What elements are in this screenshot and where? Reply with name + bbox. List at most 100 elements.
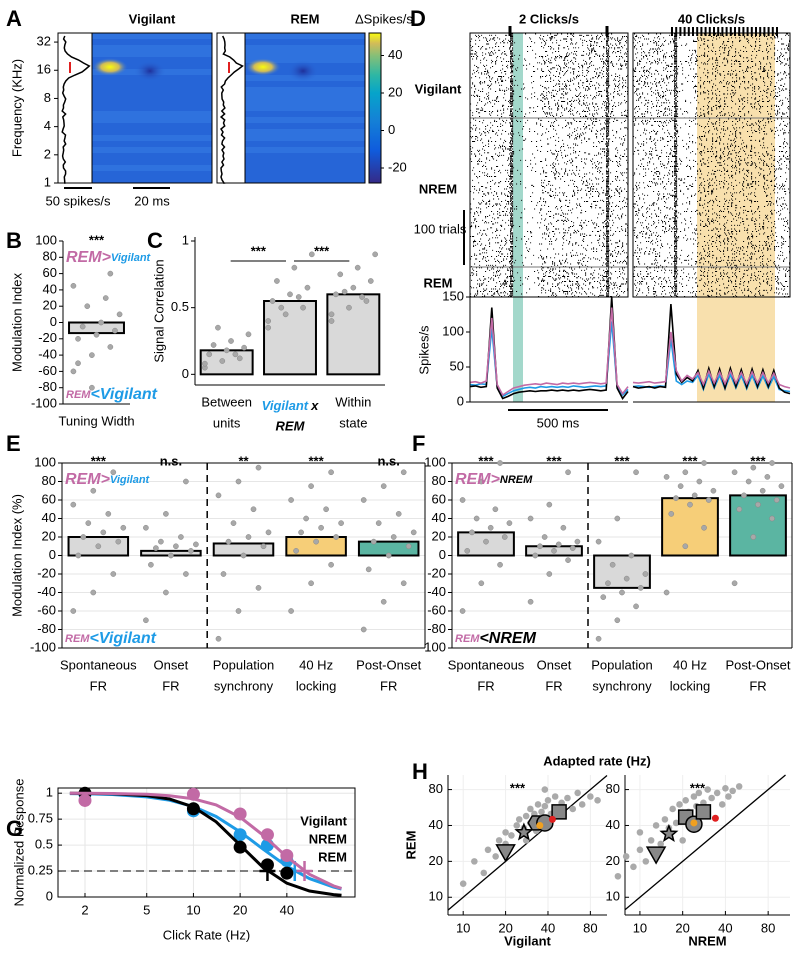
y-tick-label: 20 — [42, 528, 56, 543]
y-tick-label: 0 — [457, 393, 464, 408]
y-tick-label: -40 — [38, 347, 57, 362]
data-point — [633, 470, 638, 475]
y-tick-label: 100 — [35, 232, 57, 247]
data-point — [101, 530, 106, 535]
significance: *** — [91, 453, 107, 468]
data-point — [207, 352, 212, 357]
data-point — [91, 590, 96, 595]
annotation-part: REM — [65, 633, 90, 645]
summary-marker — [549, 816, 556, 823]
data-point — [537, 544, 542, 549]
data-point — [633, 604, 638, 609]
y-tick-label: -40 — [37, 584, 56, 599]
bar — [264, 301, 316, 374]
data-point — [274, 278, 279, 283]
data-point — [355, 265, 360, 270]
data-point — [615, 618, 620, 623]
heatmap-row — [92, 33, 212, 39]
heatmap-hot — [245, 58, 281, 76]
heatmap-row — [92, 99, 212, 105]
heatmap-row — [92, 165, 212, 171]
heatmap-hot — [92, 58, 128, 76]
significance: *** — [682, 453, 698, 468]
data-point — [96, 544, 101, 549]
y-tick-label: 0.5 — [171, 299, 189, 314]
annotation-part: Vigilant — [110, 474, 151, 486]
x-tick-label: 20 — [233, 902, 247, 917]
x-tick-label: Between — [201, 394, 252, 409]
data-point — [565, 470, 570, 475]
data-point — [280, 849, 293, 862]
x-tick-label: FR — [545, 678, 562, 693]
data-point — [256, 585, 261, 590]
heatmap-row — [92, 51, 212, 57]
y-tick-label: 2 — [44, 146, 51, 161]
heatmap-cold — [287, 60, 319, 82]
data-point — [346, 305, 351, 310]
y-tick-label: 4 — [44, 118, 51, 133]
x-tick-label: Post-Onset — [356, 657, 421, 672]
y-tick-label: 0.75 — [28, 811, 53, 826]
y-tick-label: 0 — [182, 366, 189, 381]
data-point — [615, 873, 622, 880]
data-point — [221, 571, 226, 576]
state-label: Vigilant — [415, 81, 462, 96]
data-point — [86, 521, 91, 526]
data-point — [111, 571, 116, 576]
axis-label: NREM — [688, 933, 726, 948]
heatmap-row — [92, 93, 212, 99]
y-tick-label: 40 — [42, 510, 56, 525]
x-tick-label: 40 Hz — [299, 657, 333, 672]
data-point — [673, 496, 678, 501]
data-point — [736, 783, 743, 790]
data-point — [80, 324, 85, 329]
y-tick-label: -40 — [427, 584, 446, 599]
data-point — [615, 516, 620, 521]
summary-marker — [661, 826, 676, 841]
data-point — [391, 534, 396, 539]
x-tick-label: 10 — [456, 920, 470, 935]
data-point — [638, 585, 643, 590]
annotation-part: REM — [65, 471, 101, 488]
data-point — [669, 806, 676, 813]
data-point — [163, 511, 168, 516]
significance: *** — [478, 453, 494, 468]
data-point — [737, 507, 742, 512]
data-point — [386, 553, 391, 558]
x-tick-label: synchrony — [592, 678, 652, 693]
data-point — [242, 345, 247, 350]
x-tick-label: 40 Hz — [673, 657, 707, 672]
x-tick-label: FR — [162, 678, 179, 693]
data-point — [679, 837, 686, 844]
data-point — [492, 853, 499, 860]
heatmap-row — [92, 147, 212, 153]
heatmap-row — [245, 93, 365, 99]
data-point — [71, 502, 76, 507]
heatmap-row — [245, 141, 365, 147]
data-point — [594, 797, 601, 804]
x-tick-label: FR — [380, 678, 397, 693]
heatmap-title: REM — [291, 11, 320, 26]
data-point — [89, 353, 94, 358]
y-tick-label: 100 — [442, 323, 464, 338]
data-point — [637, 829, 644, 836]
heatmap-row — [92, 153, 212, 159]
data-point — [523, 813, 530, 820]
data-point — [760, 488, 765, 493]
data-point — [236, 479, 241, 484]
heatmap-row — [92, 87, 212, 93]
colorbar-tick-label: -20 — [388, 159, 407, 174]
heatmap-row — [245, 51, 365, 57]
data-point — [103, 295, 108, 300]
panel-label: H — [412, 759, 428, 784]
data-point — [552, 793, 559, 800]
data-point — [678, 484, 683, 489]
annotation-part: > — [102, 249, 111, 266]
y-tick-label: 0 — [50, 314, 57, 329]
heatmap-title: Vigilant — [129, 11, 176, 26]
data-point — [71, 608, 76, 613]
data-point — [624, 576, 629, 581]
data-point — [364, 298, 369, 303]
y-tick-label: -60 — [38, 363, 57, 378]
data-point — [116, 539, 121, 544]
